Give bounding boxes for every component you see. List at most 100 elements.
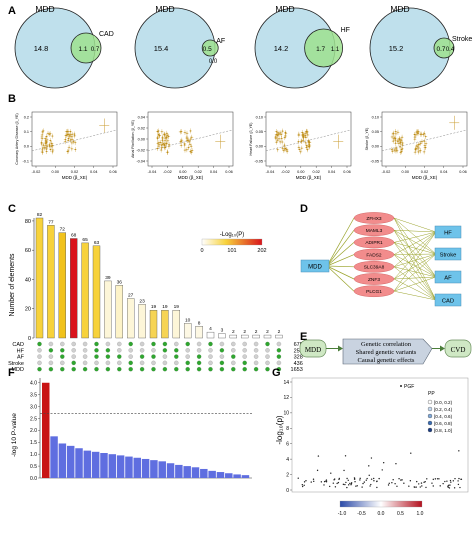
venn-shared-value: 0.7 xyxy=(436,46,445,53)
upset-bar xyxy=(252,334,260,339)
manhattan-point xyxy=(449,484,451,486)
scatter-point xyxy=(286,148,288,151)
scatter-point xyxy=(306,131,308,133)
scatter-point xyxy=(45,136,48,138)
scatter-point xyxy=(42,130,44,132)
network-edge xyxy=(326,217,355,267)
scatter-point xyxy=(46,150,48,153)
upset-matrix-dot xyxy=(219,360,225,366)
scatter-point xyxy=(281,130,284,132)
scatter-point xyxy=(300,151,302,153)
bar-ytick-label: 3.5 xyxy=(30,392,37,398)
upset-matrix-dot xyxy=(196,348,202,353)
network-edge xyxy=(393,230,437,301)
upset-matrix-dot xyxy=(219,348,225,353)
upset-bar-label: 65 xyxy=(82,237,88,243)
upset-matrix-dot xyxy=(71,367,76,372)
network-edge xyxy=(393,229,437,233)
scatter-xtick-label: 0.04 xyxy=(328,170,335,174)
scatter-point xyxy=(397,139,399,141)
scatter-point xyxy=(69,139,72,141)
scatter-point xyxy=(42,147,44,149)
scatter-point xyxy=(281,141,283,143)
upset-matrix-dot xyxy=(174,341,179,347)
venn-right-value: 0.0 xyxy=(209,59,218,65)
scatter-point xyxy=(395,150,397,152)
scatter-point xyxy=(420,142,422,144)
scatter-point xyxy=(276,135,279,137)
venn-group: MDD CAD 14.8 1.1 0.7 MDD AF 15.4 0.5 0.0 MDD HF 14.2… xyxy=(14,4,472,89)
upset-matrix-dot xyxy=(82,341,88,347)
upset-matrix-dot xyxy=(196,341,202,347)
manhattan-point xyxy=(350,484,352,486)
network-edge xyxy=(393,217,437,301)
upset-matrix-dot xyxy=(174,348,179,353)
network-gene-label: SLC39A8 xyxy=(364,265,385,271)
manhattan-point xyxy=(431,482,433,484)
scatter-point xyxy=(157,134,160,136)
scatter-point xyxy=(49,140,51,142)
upset-set-size: 328 xyxy=(294,355,303,361)
upset-matrix-dot xyxy=(94,348,99,353)
network-target-label: Stroke xyxy=(440,253,457,259)
manhattan-point xyxy=(346,477,348,480)
scatter-point xyxy=(301,131,303,134)
manhattan-point xyxy=(409,480,412,482)
upset-matrix-dot xyxy=(37,354,42,359)
upset-matrix-dot xyxy=(128,360,133,366)
upset-matrix-dot xyxy=(48,354,54,359)
venn-left-title: MDD xyxy=(275,4,294,14)
scatter-point xyxy=(164,137,166,139)
upset-bar xyxy=(81,242,89,339)
network-edge xyxy=(393,266,437,278)
panel-label-a: A xyxy=(8,5,16,17)
scatter-point xyxy=(394,137,396,140)
upset-bar-label: 23 xyxy=(139,298,145,304)
scatter-xtick-label: 0.02 xyxy=(195,170,202,174)
scatter-point xyxy=(41,137,43,140)
manhattan-point xyxy=(366,477,368,480)
manhattan-point xyxy=(450,481,452,483)
upset-matrix-dot xyxy=(48,341,54,347)
scatter-point xyxy=(392,132,394,134)
manhattan-point xyxy=(365,479,367,481)
manhattan-point xyxy=(420,482,423,484)
flow-diagram: MDD Genetic correlation Shared genetic v… xyxy=(299,338,472,365)
manhattan-point xyxy=(368,465,370,467)
manhattan-legend-swatch xyxy=(427,427,433,433)
upset-bar-label: 2 xyxy=(232,329,235,335)
network-target-label: AF xyxy=(444,276,452,282)
upset-matrix-dot xyxy=(276,354,282,359)
upset-matrix-dot xyxy=(219,354,225,359)
upset-matrix-dot xyxy=(162,354,168,359)
manhattan-point xyxy=(301,485,304,488)
scatter-point xyxy=(71,142,73,144)
manhattan-colorbar xyxy=(339,500,423,508)
upset-matrix-dot xyxy=(231,354,236,359)
upset-matrix-dot xyxy=(48,360,54,366)
manhattan-point xyxy=(460,478,463,480)
bar-ylabel: -log 10 P-value xyxy=(11,413,18,457)
manhattan-legend-gene: PGF xyxy=(404,384,414,390)
manhattan-point xyxy=(410,452,412,454)
upset-bar xyxy=(115,285,124,339)
upset-set-size: 253 xyxy=(294,348,303,354)
scatter-point xyxy=(44,147,46,149)
bar xyxy=(191,467,200,478)
manhattan-point xyxy=(458,477,460,480)
scatter-point xyxy=(307,140,310,142)
venn-right-value: 0.4 xyxy=(446,47,455,53)
upset-matrix-dot xyxy=(82,354,88,359)
scatter-point xyxy=(41,131,44,133)
network-edge xyxy=(393,217,437,255)
upset-matrix-dot xyxy=(151,360,156,366)
manhattan-point xyxy=(354,481,356,483)
manhattan-ytick-label: 12 xyxy=(283,395,289,401)
upset-matrix-dot xyxy=(94,354,99,359)
scatter-xtick-label: -0.02 xyxy=(382,170,391,174)
scatter-point xyxy=(297,141,300,143)
manhattan-point xyxy=(338,478,340,481)
flow-left-label: MDD xyxy=(305,346,321,354)
network-edge xyxy=(326,242,355,267)
manhattan-point xyxy=(392,479,394,481)
